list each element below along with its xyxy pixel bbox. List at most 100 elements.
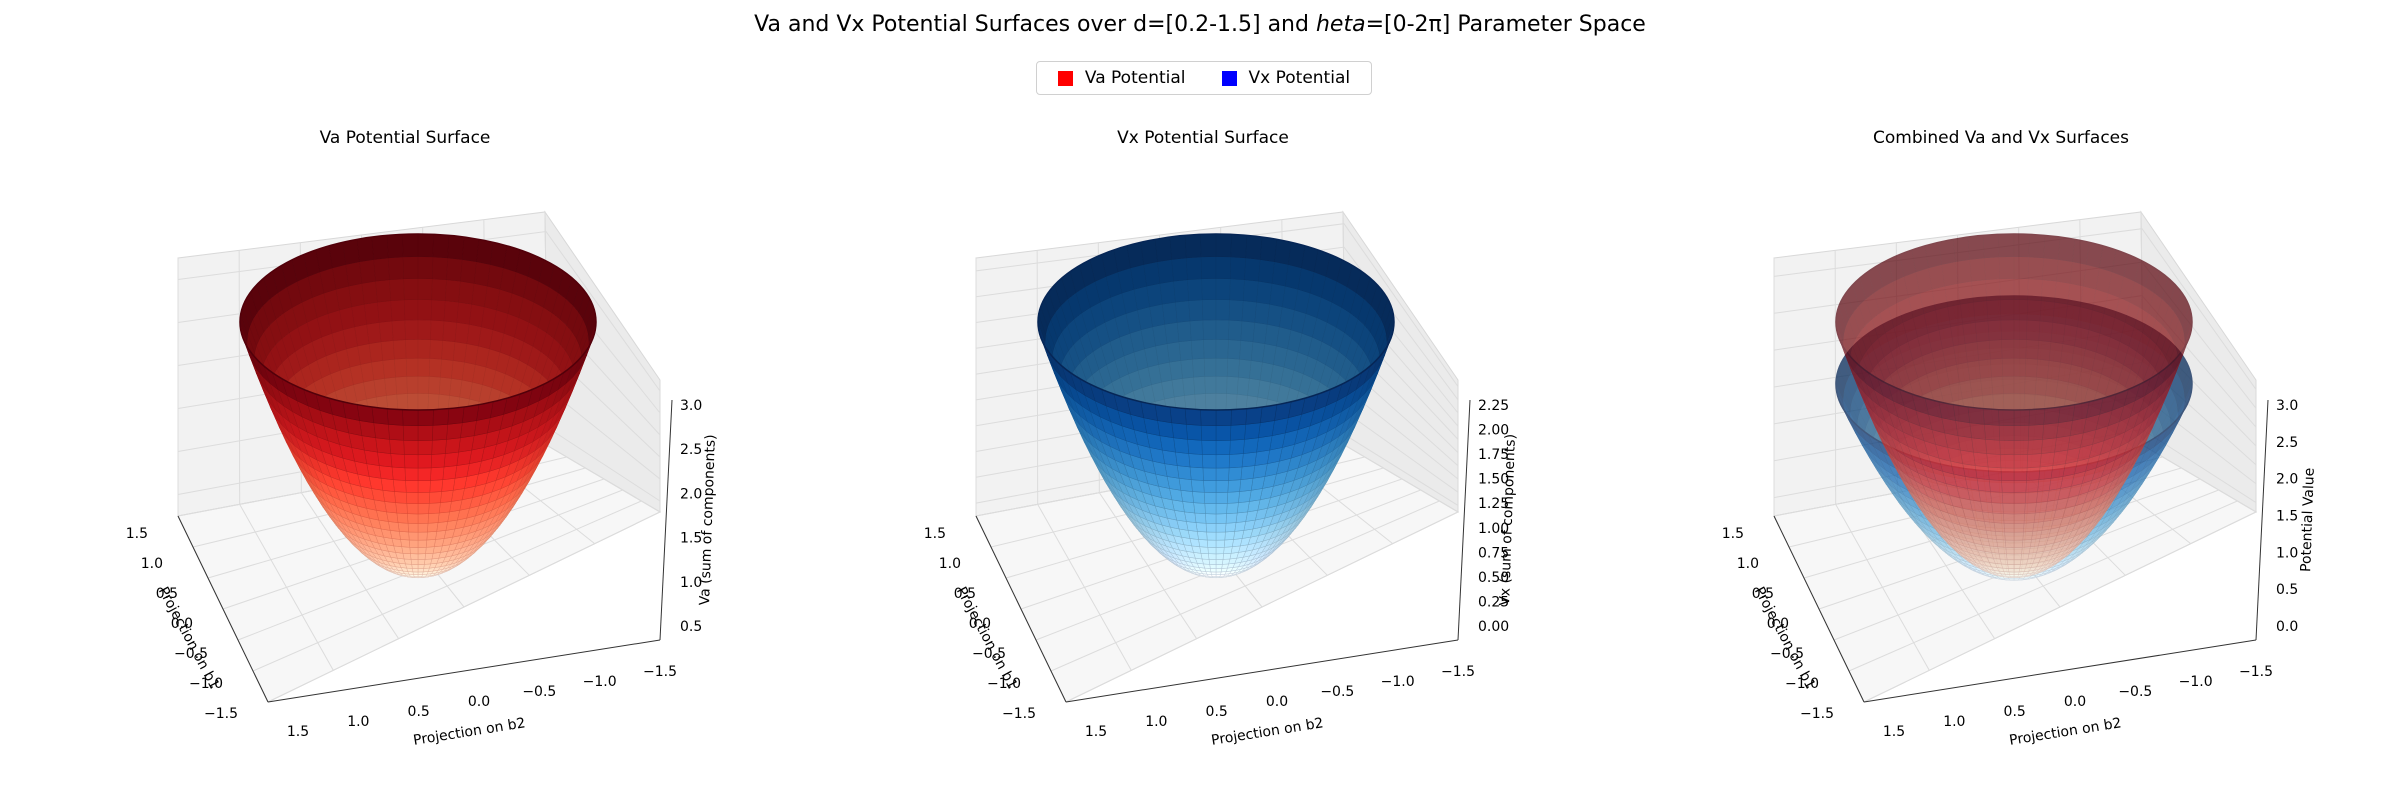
surface-facet [403, 278, 419, 301]
surface-facet [1224, 531, 1235, 541]
surface-facet [378, 465, 394, 480]
surface-facet [406, 503, 419, 515]
surface-facet [1230, 424, 1246, 441]
surface-facet [427, 522, 439, 533]
surface-facet [1169, 360, 1183, 381]
y-tick-label: −0.5 [522, 684, 556, 700]
surface-facet [395, 502, 408, 514]
surface-facet [1194, 393, 1207, 411]
surface-facet [1180, 358, 1194, 379]
surface-facet [462, 236, 480, 262]
surface-facet [386, 234, 404, 259]
surface-facet [396, 512, 409, 524]
surface-facet [371, 235, 389, 260]
surface-facet [348, 283, 365, 308]
surface-facet [1215, 568, 1222, 573]
surface-facet [368, 341, 384, 363]
surface-facet [1192, 491, 1206, 504]
surface-facet [1169, 406, 1187, 425]
surface-facet [417, 256, 434, 280]
subplot-2: Vx Potential Surface1.51.00.50.0−0.5−1.0… [924, 128, 1519, 749]
subplot-title: Vx Potential Surface [1117, 128, 1289, 148]
surface-facet [1173, 279, 1189, 303]
surface-facet [417, 492, 431, 504]
surface-facet [1245, 235, 1263, 260]
surface-facet [408, 539, 419, 548]
surface-facet [1215, 233, 1232, 258]
surface-facet [1203, 492, 1217, 504]
surface-facet [1215, 492, 1229, 504]
surface-facet [342, 239, 360, 265]
surface-facet [1210, 568, 1217, 573]
surface-facet [425, 546, 435, 554]
surface-facet [454, 463, 470, 479]
surface-facet [1254, 449, 1271, 466]
surface-facet [1154, 236, 1172, 262]
surface-facet [410, 559, 419, 565]
surface-facet [431, 278, 447, 301]
surface-facet [1226, 502, 1239, 514]
surface-facet [1215, 393, 1227, 411]
surface-facet [1198, 539, 1209, 548]
surface-facet [388, 424, 404, 441]
surface-facet [1189, 319, 1204, 341]
surface-facet [417, 503, 430, 515]
surface-facet [1171, 257, 1188, 282]
y-tick-label: 1.0 [1145, 714, 1167, 730]
surface-facet [432, 424, 448, 441]
surface-facet [429, 339, 444, 360]
surface-facet [446, 422, 463, 440]
surface-facet [1231, 538, 1243, 547]
surface-facet [427, 393, 440, 411]
surface-facet [399, 531, 410, 541]
surface-facet [411, 564, 419, 569]
legend-label-vx: Vx Potential [1248, 68, 1351, 88]
surface-facet [1200, 233, 1217, 258]
surface-facet [1159, 280, 1176, 305]
surface-facet [441, 478, 456, 492]
surface-facet [417, 440, 433, 456]
surface-facet [438, 376, 452, 396]
surface-facet [427, 512, 440, 524]
surface-facet [433, 538, 445, 547]
surface-facet [417, 299, 432, 321]
surface-facet [1215, 339, 1229, 359]
surface-facet [1193, 376, 1206, 395]
surface-facet [1178, 478, 1193, 492]
surface-facet [1215, 467, 1230, 481]
surface-facet [412, 568, 419, 573]
surface-facet [460, 259, 477, 284]
surface-facet [1240, 320, 1256, 343]
z-axis-line [659, 399, 673, 641]
surface-facet [1173, 437, 1189, 454]
surface-facet [1256, 435, 1273, 453]
surface-facet [1176, 465, 1192, 480]
surface-facet [446, 257, 463, 282]
surface-facet [429, 479, 444, 493]
surface-facet [1195, 522, 1207, 533]
floor-grid-line [267, 511, 661, 703]
surface-facet [407, 513, 419, 524]
surface-facet [1215, 256, 1232, 280]
surface-facet [440, 490, 454, 503]
surface-facet [380, 340, 395, 361]
surface-facet [417, 531, 428, 541]
surface-facet [1208, 553, 1217, 560]
surface-facet [417, 571, 424, 575]
surface-facet [371, 360, 385, 381]
surface-facet [1223, 539, 1234, 548]
surface-facet [1205, 513, 1217, 524]
surface-facet [1228, 466, 1243, 481]
va-surface [239, 233, 597, 579]
surface-facet [432, 256, 448, 280]
surface-facet [1222, 553, 1232, 560]
surface-facet [417, 319, 432, 340]
z-tick-label: 0.00 [1478, 619, 1509, 635]
surface-facet [1175, 300, 1191, 323]
surface-facet [1162, 301, 1178, 325]
surface-facet [1200, 425, 1217, 441]
surface-facet [1222, 558, 1231, 565]
surface-facet [1252, 463, 1268, 479]
surface-facet [402, 425, 419, 441]
surface-facet [397, 522, 409, 533]
